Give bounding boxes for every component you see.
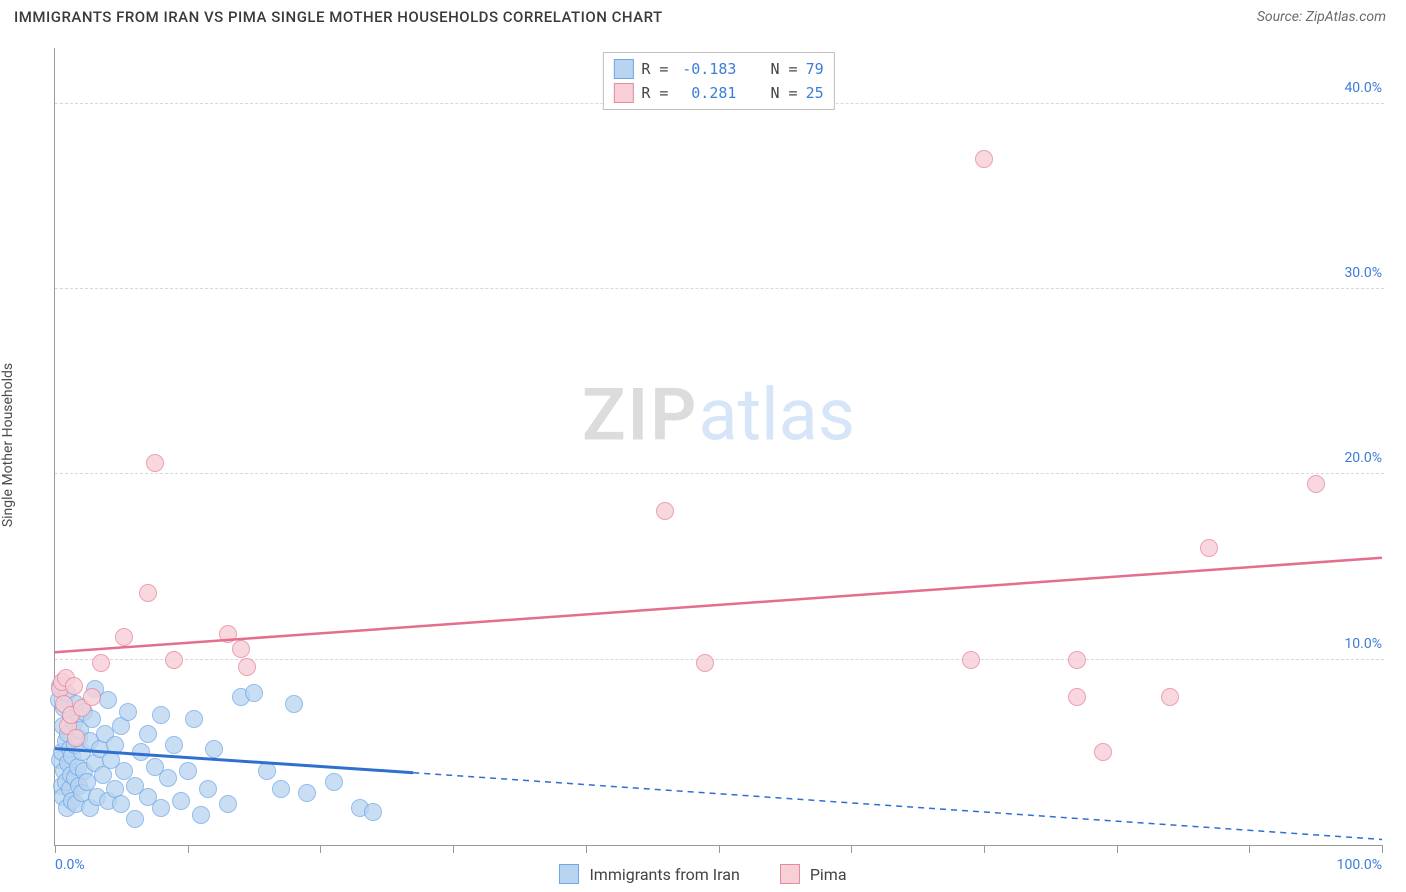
data-point: [1068, 651, 1086, 669]
gridline: [55, 473, 1384, 474]
data-point: [364, 803, 382, 821]
watermark-part2: atlas: [698, 372, 855, 457]
data-point: [126, 810, 144, 828]
data-point: [285, 695, 303, 713]
data-point: [179, 762, 197, 780]
data-point: [272, 780, 290, 798]
data-point: [99, 691, 117, 709]
legend-n-label: N =: [771, 60, 798, 78]
legend-row: R = 0.281 N = 25: [613, 81, 823, 105]
x-tick: [1382, 845, 1383, 853]
plot-area: ZIPatlas R = -0.183 N = 79 R = 0.281 N = 25 1…: [54, 48, 1382, 846]
data-point: [205, 740, 223, 758]
data-point: [139, 584, 157, 602]
x-tick: [586, 845, 587, 853]
y-tick-label: 40.0%: [1342, 80, 1384, 96]
data-point: [165, 736, 183, 754]
x-tick: [984, 845, 985, 853]
y-tick-label: 20.0%: [1342, 450, 1384, 466]
x-tick: [55, 845, 56, 853]
legend-r-value: 0.281: [676, 84, 736, 102]
y-tick-label: 10.0%: [1342, 636, 1384, 652]
series-legend: Immigrants from Iran Pima: [0, 864, 1406, 884]
correlation-legend: R = -0.183 N = 79 R = 0.281 N = 25: [602, 52, 834, 110]
x-tick: [320, 845, 321, 853]
data-point: [83, 688, 101, 706]
x-tick: [1117, 845, 1118, 853]
data-point: [185, 710, 203, 728]
legend-swatch: [780, 864, 800, 884]
data-point: [172, 792, 190, 810]
legend-swatch: [613, 83, 633, 103]
watermark-part1: ZIP: [582, 372, 698, 457]
legend-item: Immigrants from Iran: [559, 864, 739, 884]
legend-swatch: [613, 59, 633, 79]
data-point: [112, 795, 130, 813]
data-point: [298, 784, 316, 802]
data-point: [1161, 688, 1179, 706]
x-tick: [851, 845, 852, 853]
chart-container: Single Mother Households ZIPatlas R =-0.…: [14, 40, 1386, 850]
gridline: [55, 288, 1384, 289]
data-point: [219, 795, 237, 813]
data-point: [975, 150, 993, 168]
data-point: [165, 651, 183, 669]
data-point: [656, 502, 674, 520]
data-point: [245, 684, 263, 702]
legend-item: Pima: [780, 864, 847, 884]
data-point: [325, 773, 343, 791]
legend-row: R = -0.183 N = 79: [613, 57, 823, 81]
data-point: [67, 729, 85, 747]
legend-label: Pima: [810, 865, 847, 884]
source-label: Source: ZipAtlas.com: [1257, 9, 1386, 25]
data-point: [232, 640, 250, 658]
legend-r-label: R =: [641, 60, 668, 78]
data-point: [696, 654, 714, 672]
x-tick: [719, 845, 720, 853]
data-point: [199, 780, 217, 798]
data-point: [1200, 539, 1218, 557]
data-point: [962, 651, 980, 669]
legend-n-label: N =: [771, 84, 798, 102]
data-point: [1068, 688, 1086, 706]
data-point: [219, 625, 237, 643]
legend-r-value: -0.183: [676, 60, 736, 78]
data-point: [106, 736, 124, 754]
data-point: [132, 743, 150, 761]
x-tick: [188, 845, 189, 853]
regression-lines: [55, 48, 1382, 845]
data-point: [65, 677, 83, 695]
data-point: [152, 706, 170, 724]
data-point: [139, 725, 157, 743]
data-point: [119, 703, 137, 721]
data-point: [152, 799, 170, 817]
x-tick: [453, 845, 454, 853]
legend-swatch: [559, 864, 579, 884]
data-point: [92, 654, 110, 672]
legend-label: Immigrants from Iran: [589, 865, 739, 884]
legend-n-value: 79: [806, 60, 824, 78]
x-tick: [1249, 845, 1250, 853]
gridline: [55, 659, 1384, 660]
legend-n-value: 25: [806, 84, 824, 102]
data-point: [115, 628, 133, 646]
data-point: [192, 806, 210, 824]
data-point: [258, 762, 276, 780]
chart-title: IMMIGRANTS FROM IRAN VS PIMA SINGLE MOTH…: [14, 8, 663, 26]
y-axis-label: Single Mother Households: [0, 363, 16, 527]
watermark: ZIPatlas: [582, 372, 855, 457]
data-point: [238, 658, 256, 676]
y-tick-label: 30.0%: [1342, 265, 1384, 281]
data-point: [159, 769, 177, 787]
legend-r-label: R =: [641, 84, 668, 102]
data-point: [146, 454, 164, 472]
data-point: [1307, 475, 1325, 493]
data-point: [1094, 743, 1112, 761]
